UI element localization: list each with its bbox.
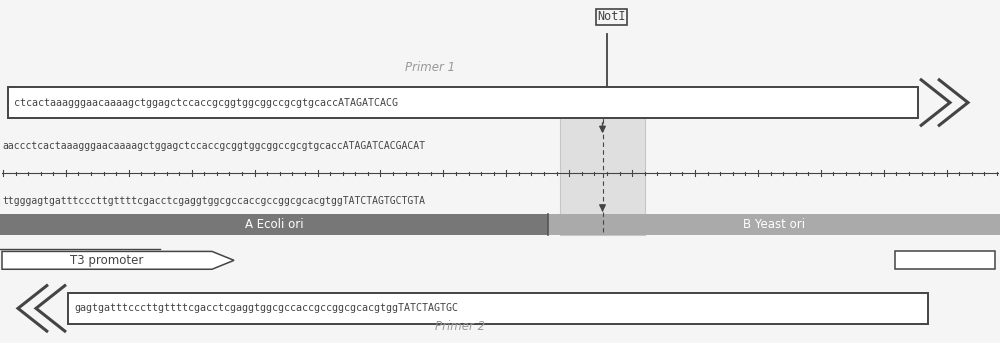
Text: gagtgatttcccttgttttcgacctcgaggtggcgccaccgccggcgcacgtggTATCTAGTGC: gagtgatttcccttgttttcgacctcgaggtggcgccacc… bbox=[74, 303, 458, 314]
FancyBboxPatch shape bbox=[895, 251, 995, 269]
FancyBboxPatch shape bbox=[8, 87, 918, 118]
FancyBboxPatch shape bbox=[68, 293, 928, 324]
Text: Primer 2: Primer 2 bbox=[435, 320, 485, 333]
FancyBboxPatch shape bbox=[560, 87, 645, 235]
Text: NotI: NotI bbox=[597, 10, 626, 23]
Text: ttgggagtgatttcccttgttttcgacctcgaggtggcgccaccgccggcgcacgtggTATCTAGTGCTGTA: ttgggagtgatttcccttgttttcgacctcgaggtggcgc… bbox=[2, 196, 425, 206]
Text: T3 promoter: T3 promoter bbox=[70, 254, 144, 267]
FancyBboxPatch shape bbox=[548, 214, 1000, 235]
Text: B Yeast ori: B Yeast ori bbox=[743, 218, 805, 231]
Text: A Ecoli ori: A Ecoli ori bbox=[245, 218, 303, 231]
Text: Primer 1: Primer 1 bbox=[405, 61, 455, 74]
FancyBboxPatch shape bbox=[0, 214, 548, 235]
Text: ctcactaaagggaacaaaagctggagctccaccgcggtggcggccgcgtgcaccATAGATCACG: ctcactaaagggaacaaaagctggagctccaccgcggtgg… bbox=[14, 97, 398, 108]
Polygon shape bbox=[2, 251, 234, 269]
Text: aaccctcactaaagggaacaaaagctggagctccaccgcggtggcggccgcgtgcaccATAGATCACGACAT: aaccctcactaaagggaacaaaagctggagctccaccgcg… bbox=[2, 141, 425, 151]
